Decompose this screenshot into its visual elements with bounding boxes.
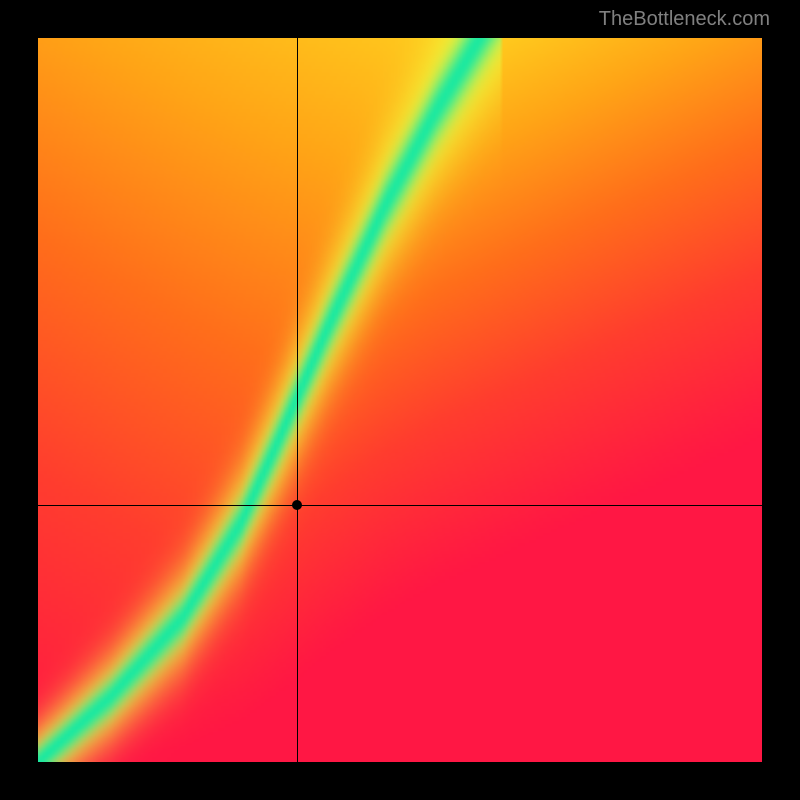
watermark-text: TheBottleneck.com: [599, 8, 770, 31]
heatmap-plot-area: [38, 38, 762, 762]
crosshair-vertical: [297, 38, 298, 762]
crosshair-marker: [292, 500, 302, 510]
crosshair-horizontal: [38, 505, 762, 506]
heatmap-canvas: [38, 38, 762, 762]
